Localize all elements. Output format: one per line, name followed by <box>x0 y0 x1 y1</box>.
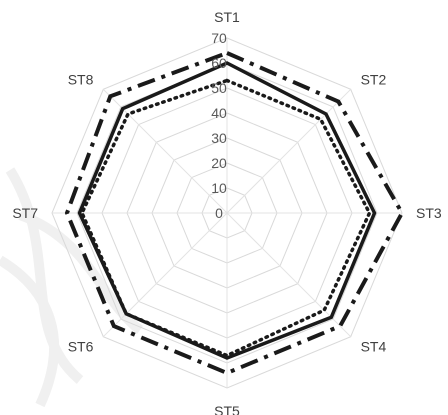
tick-label-70: 70 <box>211 30 227 46</box>
tick-label-10: 10 <box>211 180 227 196</box>
category-label-st7: ST7 <box>12 205 38 221</box>
series-line-dot <box>80 78 372 358</box>
tick-label-40: 40 <box>211 105 227 121</box>
tick-label-60: 60 <box>211 55 227 71</box>
tick-label-30: 30 <box>211 130 227 146</box>
category-label-st4: ST4 <box>361 339 387 355</box>
series-layer <box>64 50 405 376</box>
category-label-st5: ST5 <box>214 403 240 415</box>
tick-label-50: 50 <box>211 80 227 96</box>
label-layer: 0 10 20 30 40 50 60 70 ST1 ST2 ST3 ST4 ST5 ST6 ST7 ST8 <box>12 9 442 415</box>
spoke-st2 <box>226 88 352 214</box>
tick-label-0: 0 <box>215 205 223 221</box>
tick-label-20: 20 <box>211 155 227 171</box>
series-line-solid <box>77 61 377 360</box>
category-label-st2: ST2 <box>361 71 387 87</box>
series-line-dashdot <box>64 50 405 376</box>
background-watermark <box>0 167 144 408</box>
category-label-st6: ST6 <box>68 339 94 355</box>
category-label-st1: ST1 <box>214 9 240 25</box>
spoke-st6 <box>102 212 228 338</box>
category-label-st8: ST8 <box>68 71 94 87</box>
category-label-st3: ST3 <box>416 205 442 221</box>
grid-layer <box>51 37 403 389</box>
